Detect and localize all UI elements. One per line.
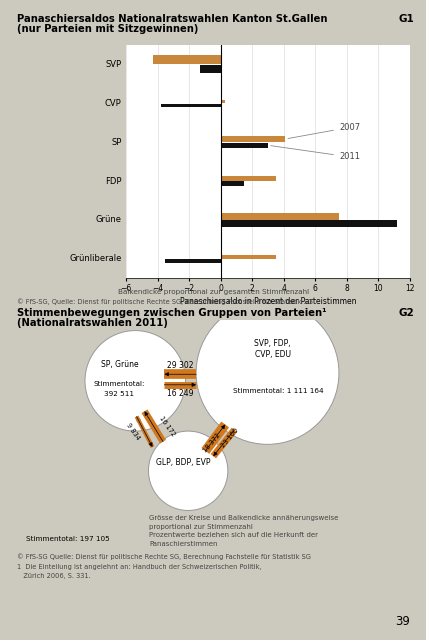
Bar [220,220,396,227]
Text: FDP: FDP [105,177,121,186]
Text: G1: G1 [397,14,413,24]
Text: 392 511: 392 511 [104,392,134,397]
Text: Stimmentotal: 1 111 164: Stimmentotal: 1 111 164 [232,388,322,394]
Text: Grünliberale: Grünliberale [69,255,121,264]
Text: 23 100: 23 100 [219,427,239,449]
Bar [165,259,220,263]
Bar [220,255,275,259]
Text: 1  Die Einteilung ist angelehnt an: Handbuch der Schweizerischen Politik,: 1 Die Einteilung ist angelehnt an: Handb… [17,564,261,570]
Bar [160,104,220,107]
Text: 2011: 2011 [270,146,359,161]
Text: Balkendicke proportional zur gesamten Stimmenzahl: Balkendicke proportional zur gesamten St… [118,289,308,295]
Text: Stimmentotal:: Stimmentotal: [93,381,145,387]
Bar [153,55,220,64]
Text: 29 302: 29 302 [167,361,193,371]
Text: (Nationalratswahlen 2011): (Nationalratswahlen 2011) [17,318,167,328]
Text: CVP: CVP [105,99,121,108]
Text: 9 834: 9 834 [124,422,140,441]
Text: (nur Parteien mit Sitzgewinnen): (nur Parteien mit Sitzgewinnen) [17,24,198,34]
Text: Panaschiersaldos Nationalratswahlen Kanton St.Gallen: Panaschiersaldos Nationalratswahlen Kant… [17,14,327,24]
Text: Stimmentotal: 197 105: Stimmentotal: 197 105 [26,536,109,541]
Text: G2: G2 [397,308,413,319]
Text: SVP: SVP [105,60,121,68]
Bar [220,213,338,220]
Bar [200,65,220,73]
Text: SP, Grüne: SP, Grüne [101,360,138,369]
Text: 39: 39 [394,616,409,628]
Text: SVP, FDP,
CVP, EDU: SVP, FDP, CVP, EDU [254,339,291,359]
Bar [220,176,275,180]
Circle shape [148,431,227,511]
Text: SP: SP [111,138,121,147]
Text: 16 172: 16 172 [157,415,176,438]
Circle shape [196,301,338,444]
Bar [220,136,285,141]
Bar [220,182,244,186]
Bar [220,100,225,103]
Text: © FfS-SG, Quelle: Dienst für politische Rechte SG, Berechnung Fachstelle für Sta: © FfS-SG, Quelle: Dienst für politische … [17,298,312,305]
Text: 18 372: 18 372 [201,432,221,454]
Text: 16 249: 16 249 [167,388,193,398]
Circle shape [85,331,185,431]
Text: Grösse der Kreise und Balkendicke annäherungsweise
proportional zur Stimmenzahl
: Grösse der Kreise und Balkendicke annähe… [149,515,338,547]
Text: Stimmenbewegungen zwischen Gruppen von Parteien¹: Stimmenbewegungen zwischen Gruppen von P… [17,308,326,319]
Text: © FfS-SG Quelle: Dienst für politische Rechte SG, Berechnung Fachstelle für Stat: © FfS-SG Quelle: Dienst für politische R… [17,554,310,560]
Text: GLP, BDP, EVP: GLP, BDP, EVP [155,458,210,467]
Bar [220,143,268,148]
Text: Grüne: Grüne [95,216,121,225]
Text: Zürich 2006, S. 331.: Zürich 2006, S. 331. [17,573,90,579]
Text: 2007: 2007 [288,123,359,138]
X-axis label: Panaschiersaldo in Prozent der Parteistimmen: Panaschiersaldo in Prozent der Parteisti… [179,297,355,306]
